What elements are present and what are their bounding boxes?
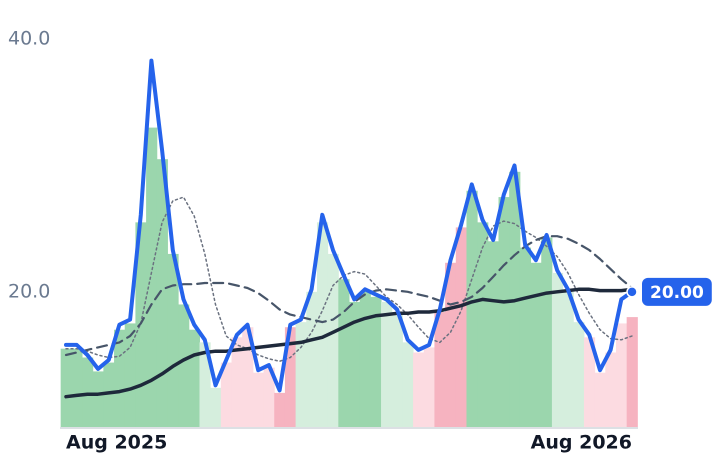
y-tick-label: 40.0 (8, 28, 50, 50)
bar (626, 317, 638, 427)
bar (167, 253, 179, 427)
bar (423, 347, 435, 427)
bar (349, 301, 361, 427)
bar (60, 348, 72, 427)
badge-bg (642, 277, 712, 306)
line-series (64, 58, 634, 393)
bar (284, 327, 297, 427)
x-tick-label: Aug 2026 (531, 432, 632, 454)
bar (477, 222, 489, 427)
bar (263, 367, 275, 427)
line-series (64, 287, 634, 399)
bar (71, 348, 83, 427)
bar (242, 327, 254, 427)
bar (402, 342, 414, 427)
bar (156, 159, 168, 427)
bar (487, 241, 500, 427)
bar (594, 372, 606, 427)
bar (124, 323, 136, 427)
bar (445, 262, 457, 427)
y-tick-label: 20.0 (8, 280, 50, 302)
bar (231, 337, 243, 427)
bar (92, 371, 104, 427)
bar (381, 301, 393, 427)
bar (295, 322, 307, 427)
bar (413, 352, 425, 427)
bar (359, 291, 371, 427)
bar (434, 312, 446, 427)
bar (146, 127, 158, 428)
line-series (64, 235, 634, 357)
value-label: 20.00 (650, 283, 704, 303)
bar (210, 387, 222, 427)
bar (605, 352, 617, 427)
bar (316, 222, 329, 427)
bar (519, 247, 532, 427)
bar (252, 372, 265, 427)
bar (338, 279, 350, 427)
bar (327, 253, 339, 427)
bar (615, 323, 628, 427)
end-point (626, 286, 638, 298)
bar (583, 337, 596, 427)
bar (455, 227, 467, 427)
bar (199, 342, 211, 427)
bar (530, 262, 542, 427)
bar (103, 362, 115, 427)
x-tick-label: Aug 2025 (66, 432, 167, 454)
bar (370, 296, 382, 427)
bar (573, 322, 585, 427)
bar (541, 237, 553, 427)
value-badge: 20.00 (642, 277, 712, 306)
bar (82, 357, 94, 427)
bar (220, 362, 233, 427)
bar (306, 291, 318, 427)
bar (551, 272, 564, 427)
bar (562, 291, 574, 427)
bar (466, 190, 478, 427)
bar (498, 197, 510, 427)
bar (391, 312, 403, 427)
bar (274, 392, 286, 427)
bar (114, 329, 126, 427)
bar (188, 329, 200, 427)
bar (178, 304, 190, 427)
